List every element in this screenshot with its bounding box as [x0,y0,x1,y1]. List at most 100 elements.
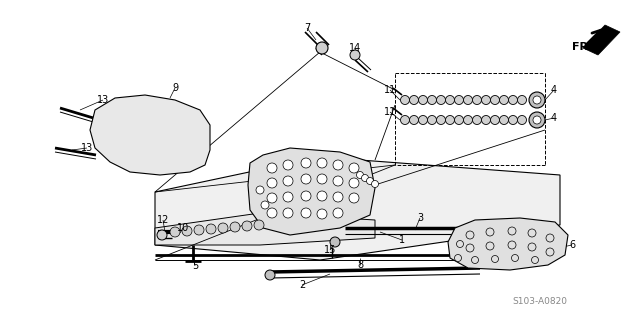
Circle shape [206,224,216,234]
Circle shape [463,115,472,124]
Circle shape [151,138,159,146]
Text: 4: 4 [551,85,557,95]
Circle shape [531,256,538,263]
Circle shape [151,104,159,112]
Circle shape [111,141,119,149]
Circle shape [182,226,192,236]
Circle shape [410,115,419,124]
Circle shape [188,111,196,119]
Circle shape [197,122,203,128]
Circle shape [463,95,472,105]
Circle shape [122,157,129,164]
Circle shape [194,225,204,235]
Circle shape [111,126,119,134]
Text: 8: 8 [357,260,363,270]
Circle shape [254,220,264,230]
Circle shape [454,255,461,262]
Circle shape [546,248,554,256]
Circle shape [267,208,277,218]
Circle shape [466,231,474,239]
Circle shape [267,178,277,188]
Circle shape [410,95,419,105]
Circle shape [472,115,481,124]
Circle shape [131,139,139,147]
Text: 11: 11 [384,107,396,117]
Circle shape [546,234,554,242]
Circle shape [518,115,527,124]
Circle shape [371,181,378,188]
Text: 4: 4 [551,113,557,123]
Circle shape [499,115,509,124]
Circle shape [230,222,240,232]
Circle shape [428,115,436,124]
Polygon shape [90,95,210,175]
Circle shape [509,95,518,105]
Text: 7: 7 [304,23,310,33]
Circle shape [528,243,536,251]
Circle shape [508,227,516,235]
Circle shape [525,226,535,236]
Text: 13: 13 [97,95,109,105]
Circle shape [401,95,410,105]
Circle shape [333,192,343,202]
Circle shape [529,92,545,108]
Circle shape [105,119,111,125]
Circle shape [218,223,228,233]
Circle shape [261,201,269,209]
Text: 14: 14 [349,43,361,53]
Circle shape [256,186,264,194]
Polygon shape [248,148,375,235]
Circle shape [486,228,494,236]
Polygon shape [155,213,375,245]
Circle shape [511,255,518,262]
Circle shape [301,158,311,168]
Circle shape [283,160,293,170]
Circle shape [131,123,139,131]
Circle shape [481,115,490,124]
Circle shape [436,115,445,124]
Circle shape [419,115,428,124]
Circle shape [454,115,463,124]
Circle shape [499,95,509,105]
Text: 13: 13 [81,143,93,153]
Circle shape [533,116,541,124]
Circle shape [141,155,148,162]
Text: 9: 9 [172,83,178,93]
Text: 10: 10 [177,223,189,233]
Circle shape [171,123,179,131]
Circle shape [509,115,518,124]
Circle shape [147,164,153,170]
Circle shape [161,157,168,164]
Circle shape [317,174,327,184]
Circle shape [127,162,133,168]
Text: FR.: FR. [572,42,592,52]
Circle shape [283,208,293,218]
Circle shape [170,227,180,237]
Circle shape [301,191,311,201]
Text: 1: 1 [399,235,405,245]
Circle shape [333,176,343,186]
Circle shape [188,128,196,136]
Circle shape [333,160,343,170]
Text: 5: 5 [192,261,198,271]
Circle shape [283,176,293,186]
Circle shape [167,163,173,169]
Circle shape [472,256,479,263]
Circle shape [401,115,410,124]
Text: 2: 2 [299,280,305,290]
Circle shape [436,95,445,105]
Circle shape [445,115,454,124]
Circle shape [356,172,364,179]
Circle shape [486,242,494,250]
Text: 11: 11 [384,85,396,95]
Text: S103-A0820: S103-A0820 [513,298,568,307]
Circle shape [188,144,196,152]
Circle shape [528,229,536,237]
Circle shape [265,270,275,280]
Circle shape [490,95,499,105]
Circle shape [283,192,293,202]
Circle shape [157,230,167,240]
Circle shape [367,177,374,184]
Circle shape [111,111,119,119]
Circle shape [171,139,179,147]
